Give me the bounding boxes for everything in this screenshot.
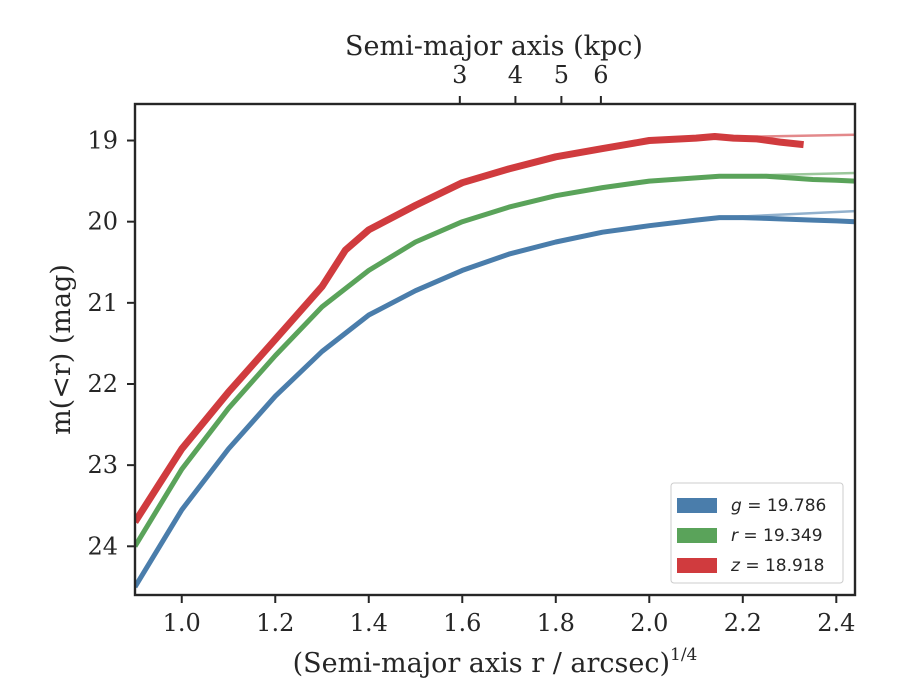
legend-swatch-r: [677, 528, 717, 543]
top-tick-label: 6: [593, 61, 608, 89]
x-tick-label: 2.4: [817, 609, 855, 637]
legend-items: g = 19.786 r = 19.349 z = 18.918: [677, 496, 826, 576]
top-tick-label: 3: [452, 61, 467, 89]
x-tick-label: 1.6: [443, 609, 481, 637]
x-tick-label: 2.0: [630, 609, 668, 637]
series-z-line: [135, 133, 804, 524]
y-axis-title: m(<r) (mag): [46, 264, 77, 435]
y-tick-label: 20: [87, 208, 118, 236]
y-tick-label: 19: [87, 127, 118, 155]
x-tick-label: 1.4: [350, 609, 388, 637]
y-tick-label: 24: [87, 532, 118, 560]
legend-swatch-g: [677, 498, 717, 513]
x-tick-label: 1.0: [163, 609, 201, 637]
legend-label-g: g = 19.786: [731, 496, 826, 516]
legend-swatch-z: [677, 558, 717, 573]
series-g-line: [135, 215, 855, 589]
legend-label-r: r = 19.349: [731, 526, 823, 546]
x-tick-label: 1.8: [537, 609, 575, 637]
top-tick-label: 5: [554, 61, 569, 89]
series-r-line: [135, 173, 855, 548]
series-layer: [135, 133, 855, 589]
y-tick-label: 21: [87, 289, 118, 317]
top-tick-label: 4: [508, 61, 523, 89]
x-axis-title: (Semi-major axis r / arcsec)1/4: [293, 645, 698, 679]
y-tick-label: 22: [87, 370, 118, 398]
legend: g = 19.786 r = 19.349 z = 18.918: [670, 482, 844, 584]
x-tick-label: 2.2: [724, 609, 762, 637]
y-tick-label: 23: [87, 451, 118, 479]
plot-frame: [133, 102, 857, 597]
top-axis-title: Semi-major axis (kpc): [345, 31, 643, 62]
x-tick-label: 1.2: [256, 609, 294, 637]
ticks-layer: 1.0 1.2 1.4 1.6 1.8 2.0 2.2 2.4 19 20 21 22 23 24 3 4 5 6: [87, 61, 855, 637]
legend-label-z: z = 18.918: [730, 556, 824, 576]
